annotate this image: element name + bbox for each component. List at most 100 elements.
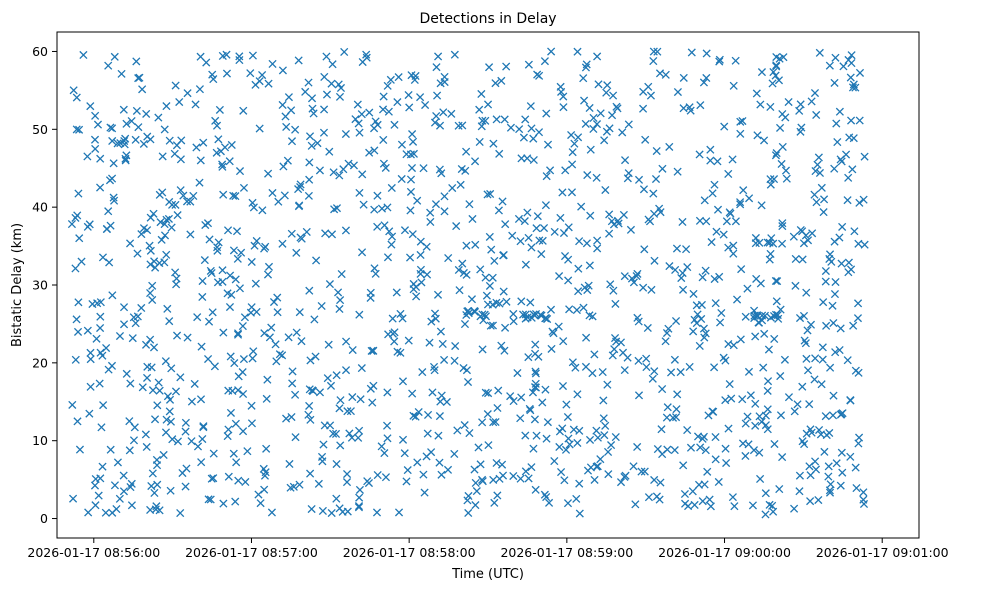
scatter-point xyxy=(292,248,301,257)
scatter-point xyxy=(776,123,785,132)
scatter-point xyxy=(771,151,781,160)
scatter-point xyxy=(162,215,171,224)
scatter-point xyxy=(560,476,569,485)
scatter-point xyxy=(555,442,564,452)
scatter-point xyxy=(516,414,525,423)
scatter-point xyxy=(306,415,315,424)
scatter-point xyxy=(377,442,386,451)
scatter-point xyxy=(810,375,819,384)
scatter-point xyxy=(558,188,567,197)
scatter-point xyxy=(171,200,180,209)
scatter-point xyxy=(329,168,338,177)
scatter-point xyxy=(94,491,103,500)
scatter-point xyxy=(146,213,155,222)
scatter-point xyxy=(650,209,659,218)
scatter-point xyxy=(524,474,533,483)
scatter-point xyxy=(369,346,378,355)
scatter-point xyxy=(459,268,468,278)
scatter-point xyxy=(679,104,688,113)
scatter-point xyxy=(157,235,166,244)
scatter-point xyxy=(329,429,338,438)
y-tick-label: 40 xyxy=(32,200,48,215)
scatter-point xyxy=(661,70,670,79)
scatter-point xyxy=(712,227,721,236)
scatter-point xyxy=(781,166,791,175)
scatter-point xyxy=(305,132,315,141)
scatter-point xyxy=(696,101,705,110)
scatter-point xyxy=(731,56,740,65)
scatter-point xyxy=(306,356,315,365)
scatter-point xyxy=(99,401,108,410)
scatter-point xyxy=(226,271,235,280)
scatter-point xyxy=(388,329,398,338)
scatter-point xyxy=(822,321,831,330)
scatter-point xyxy=(592,120,602,129)
scatter-point xyxy=(699,78,708,87)
scatter-point xyxy=(106,445,115,454)
scatter-point xyxy=(69,494,78,503)
scatter-point xyxy=(575,509,584,518)
scatter-point xyxy=(129,313,138,322)
scatter-point xyxy=(698,273,707,282)
scatter-point xyxy=(524,60,533,69)
scatter-point xyxy=(849,321,858,330)
scatter-point xyxy=(152,461,162,470)
scatter-point xyxy=(759,363,768,372)
scatter-point xyxy=(569,425,578,434)
scatter-point xyxy=(436,79,445,88)
scatter-point xyxy=(115,331,125,341)
scatter-point xyxy=(172,141,181,150)
scatter-point xyxy=(429,362,439,372)
scatter-point xyxy=(651,174,661,184)
scatter-point xyxy=(574,264,583,273)
scatter-point xyxy=(453,426,462,435)
scatter-point xyxy=(284,333,293,342)
scatter-point xyxy=(721,396,730,405)
scatter-point xyxy=(761,510,770,519)
scatter-point xyxy=(530,415,539,424)
scatter-point xyxy=(240,313,249,322)
scatter-point xyxy=(699,324,708,333)
scatter-points xyxy=(67,47,869,519)
scatter-point xyxy=(719,353,728,362)
scatter-point xyxy=(746,391,755,400)
scatter-point xyxy=(656,478,665,487)
scatter-point xyxy=(373,191,382,200)
scatter-point xyxy=(790,504,799,513)
scatter-point xyxy=(463,496,472,505)
scatter-point xyxy=(465,428,474,438)
scatter-point xyxy=(223,226,233,235)
scatter-point xyxy=(355,128,364,137)
scatter-point xyxy=(567,188,577,197)
scatter-point xyxy=(381,473,391,482)
scatter-point xyxy=(519,310,528,319)
scatter-point xyxy=(521,310,530,319)
scatter-point xyxy=(141,430,150,439)
scatter-point xyxy=(95,379,104,388)
scatter-point xyxy=(819,298,828,307)
scatter-point xyxy=(145,241,154,250)
scatter-point xyxy=(435,458,444,467)
scatter-point xyxy=(483,100,493,109)
scatter-point xyxy=(821,412,830,421)
scatter-point xyxy=(367,346,376,355)
scatter-point xyxy=(402,150,411,159)
scatter-point xyxy=(802,288,811,297)
scatter-point xyxy=(485,232,494,241)
scatter-point xyxy=(452,222,461,231)
scatter-point xyxy=(673,390,682,399)
scatter-point xyxy=(265,333,274,342)
scatter-point xyxy=(148,295,157,305)
scatter-point xyxy=(593,236,602,245)
scatter-point xyxy=(593,52,602,61)
scatter-point xyxy=(464,306,473,315)
scatter-point xyxy=(116,139,125,148)
scatter-point xyxy=(71,355,80,364)
scatter-point xyxy=(634,391,644,400)
scatter-point xyxy=(648,374,657,383)
scatter-point xyxy=(408,137,418,146)
scatter-point xyxy=(774,314,783,323)
scatter-point xyxy=(497,76,506,85)
scatter-point xyxy=(484,389,493,398)
